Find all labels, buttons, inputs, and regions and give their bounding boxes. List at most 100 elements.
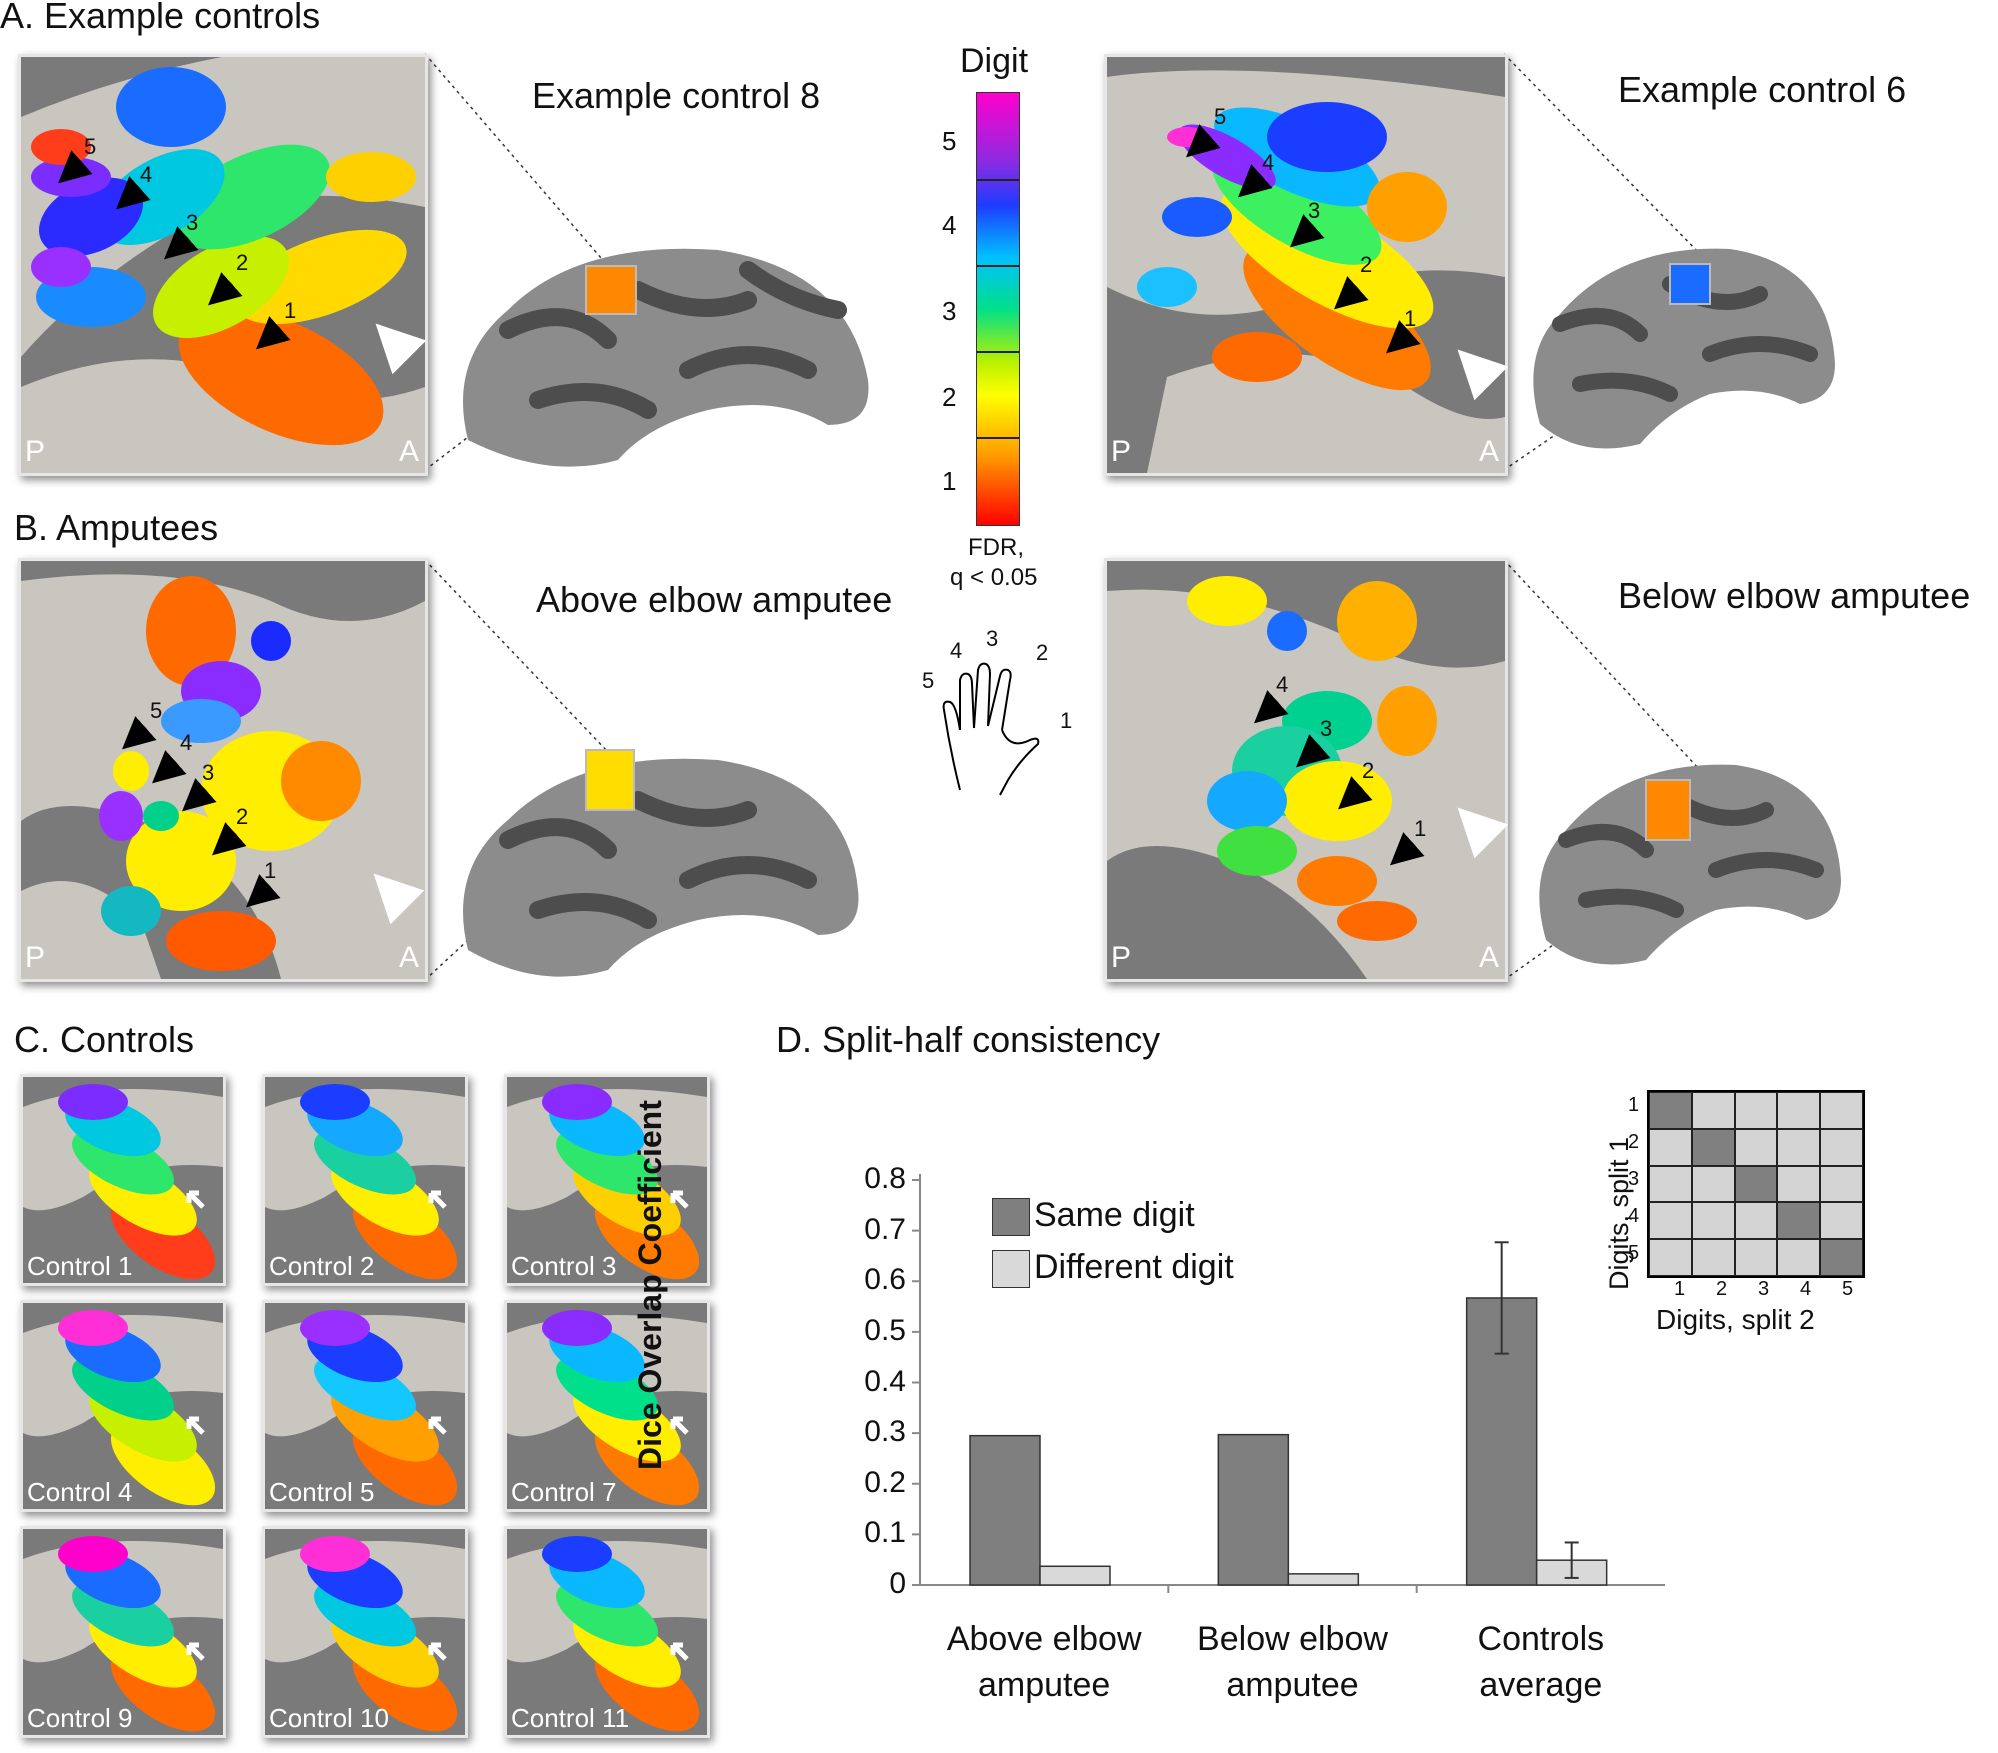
digit-arrow [1186,124,1221,158]
matrix-cell-diagonal [1691,1128,1735,1166]
digit-label: 2 [1362,758,1375,783]
anterior-pointer-arrow [1457,349,1509,401]
matrix-cell [1734,1239,1778,1276]
panel-a-title: A. Example controls [0,0,321,36]
digit-arrow [256,316,291,350]
anterior-pointer-arrow [1457,807,1509,859]
control-thumbnail: Control 7 [504,1300,710,1512]
subject-title-below: Below elbow amputee [1618,575,1971,616]
panel-b-title: B. Amputees [14,507,219,548]
x-category-label: Above elbow [946,1620,1142,1658]
control-label: Control 9 [27,1703,133,1733]
control-thumbnail: Control 10 [262,1526,468,1738]
y-tick-label: 0.1 [864,1516,906,1550]
digit-arrow [116,176,151,210]
map-panel-control6: P A [1104,54,1508,476]
bar-different-digit [1287,1573,1360,1586]
control-thumbnail: Control 9 [20,1526,226,1738]
control-label: Control 11 [511,1703,630,1733]
brain-surface-below-elbow [1539,764,1841,965]
matrix-cell [1777,1128,1821,1166]
digit-label: 3 [1308,198,1321,223]
digit-arrow [152,750,187,784]
subject-title-control8: Example control 8 [532,75,821,116]
control-thumbnail: Control 4 [20,1300,226,1512]
panel-d-title: D. Split-half consistency [776,1019,1161,1060]
digit-arrow [1334,276,1369,310]
control-thumbnail: Control 5 [262,1300,468,1512]
digit-arrow [1238,164,1273,198]
digit-label: 3 [202,760,215,785]
colorbar-label: 2 [942,382,957,412]
control-thumbnail: Control 2 [262,1074,468,1286]
matrix-cell [1734,1202,1778,1240]
matrix-cell [1734,1128,1778,1166]
matrix-cell [1649,1202,1692,1240]
control-label: Control 1 [27,1251,133,1281]
digit-arrow [1338,776,1373,810]
x-category-label: Below elbow [1197,1620,1388,1658]
matrix-cell [1777,1239,1821,1276]
anterior-label: A [1478,941,1499,974]
digit-label: 4 [1262,150,1275,175]
matrix-col-label: 5 [1842,1278,1854,1300]
digit-label: 1 [1414,816,1427,841]
x-category-label: amputee [977,1666,1111,1704]
digit-label: 2 [236,804,249,829]
digit-arrow [182,778,217,812]
colorbar-label: 3 [942,296,957,326]
matrix-cell-diagonal [1820,1239,1863,1276]
matrix-cell [1691,1239,1735,1276]
digit-label: 3 [186,210,199,235]
matrix-cell [1649,1239,1692,1276]
panel-c-title: C. Controls [14,1019,195,1060]
digit-arrows-overlay [58,124,1509,925]
y-tick-label: 0.4 [864,1364,906,1398]
matrix-xlabel: Digits, split 2 [1656,1304,1815,1335]
digit-label: 3 [1320,716,1333,741]
hand-digit-label: 1 [1060,708,1073,733]
digit-arrow [246,874,281,908]
digit-arrow [1254,690,1289,724]
hand-illustration [942,662,1040,796]
matrix-cell [1820,1202,1863,1240]
subject-title-control6: Example control 6 [1618,69,1907,110]
legend-different-digit: Different digit [1034,1248,1234,1286]
x-category-label: average [1479,1666,1603,1704]
brain-surface-above-elbow [463,749,859,977]
matrix-cell [1820,1128,1863,1166]
y-tick-label: 0.3 [864,1415,906,1449]
y-tick-label: 0.7 [864,1212,906,1246]
anterior-pointer-arrow [375,323,427,375]
matrix-col-label: 2 [1716,1278,1728,1300]
posterior-label: P [1111,435,1132,468]
matrix-cell-diagonal [1777,1202,1821,1240]
hand-digit-label: 4 [950,638,963,663]
confusion-matrix-inset [1647,1090,1865,1278]
y-tick-label: 0 [889,1567,906,1600]
colorbar-title: Digit [960,42,1029,80]
legend-swatch-same [992,1198,1030,1236]
control-label: Control 3 [511,1251,617,1281]
control-label: Control 2 [269,1251,375,1281]
y-tick-label: 0.5 [864,1313,906,1347]
x-category-label: Controls [1477,1620,1605,1658]
colorbar-footer-line2: q < 0.05 [950,564,1038,591]
legend-same-digit: Same digit [1034,1196,1195,1234]
colorbar-label: 4 [942,210,957,240]
matrix-cell [1691,1165,1735,1203]
hand-digit-label: 3 [986,626,999,651]
legend-swatch-different [992,1250,1030,1288]
digit-label: 1 [1404,306,1417,331]
digit-arrow [1290,214,1325,248]
matrix-row-label: 4 [1628,1205,1640,1227]
control-thumbnail: Control 11 [504,1526,710,1738]
matrix-cell [1820,1165,1863,1203]
anterior-pointer-arrow [373,873,425,925]
matrix-cell [1820,1092,1863,1129]
control-label: Control 10 [269,1703,389,1733]
colorbar-footer-line1: FDR, [968,534,1024,561]
digit-label: 4 [140,162,153,187]
matrix-cell [1777,1165,1821,1203]
map-panel-below-elbow: P A [1104,558,1508,982]
